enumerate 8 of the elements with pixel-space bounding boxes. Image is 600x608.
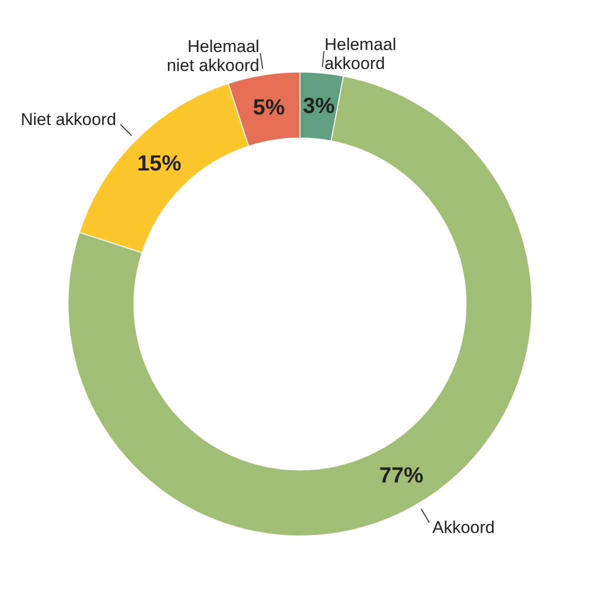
data-label: 5%: [252, 94, 285, 120]
slice-label: Niet akkoord: [20, 110, 116, 130]
slice-label: Helemaal akkoord: [324, 35, 396, 74]
data-label: 15%: [137, 150, 182, 176]
slice-label: Helemaal niet akkoord: [166, 37, 260, 76]
slice-label: Akkoord: [432, 518, 495, 537]
data-label: 3%: [302, 92, 335, 118]
data-label: 77%: [379, 462, 424, 488]
